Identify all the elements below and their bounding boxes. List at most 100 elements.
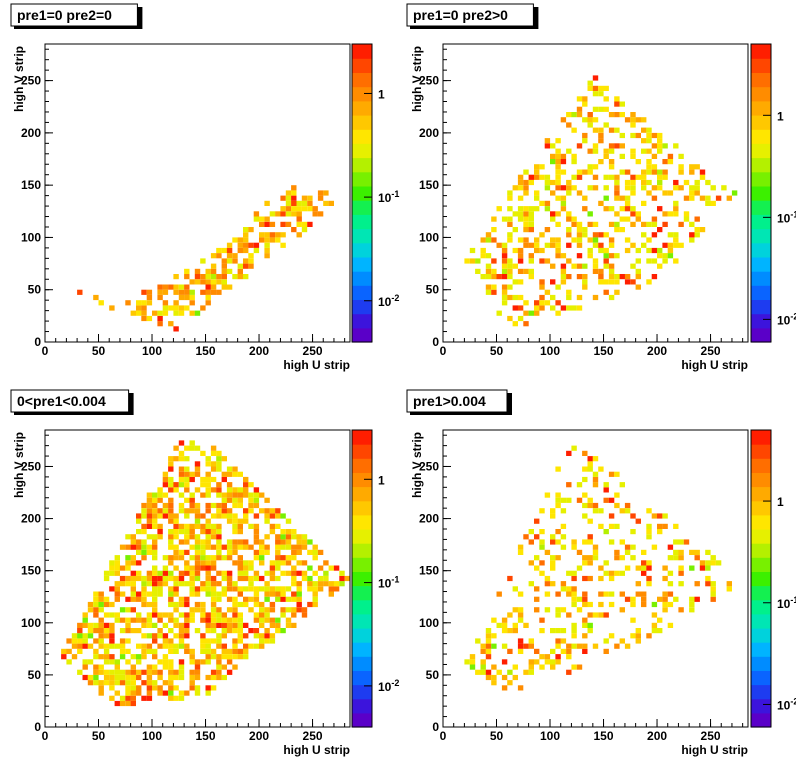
heatmap-cell	[603, 195, 609, 201]
heatmap-cell	[587, 622, 593, 628]
heatmap-cell	[269, 591, 276, 597]
heatmap-cell	[576, 169, 583, 175]
heatmap-cell	[317, 190, 324, 196]
heatmap-cell	[517, 544, 524, 550]
heatmap-cell	[285, 617, 292, 623]
heatmap-cell	[168, 695, 174, 701]
heatmap-cell	[635, 258, 641, 264]
heatmap-cell	[178, 294, 185, 301]
heatmap-cell	[253, 586, 260, 592]
heatmap-cell	[507, 294, 513, 301]
heatmap-cell	[109, 305, 115, 311]
heatmap-cell	[216, 669, 222, 675]
heatmap-cell	[662, 211, 668, 217]
heatmap-cell	[635, 518, 641, 524]
heatmap-cell	[507, 669, 513, 675]
heatmap-cell	[114, 700, 120, 707]
heatmap-cell	[576, 565, 583, 571]
heatmap-cell	[721, 185, 727, 191]
heatmap-cell	[253, 601, 260, 608]
heatmap-cell	[237, 497, 243, 503]
heatmap-cell	[93, 601, 99, 608]
heatmap-cell	[226, 617, 233, 623]
heatmap-cell	[592, 242, 599, 248]
heatmap-cell	[280, 596, 286, 602]
heatmap-cell	[226, 247, 233, 254]
heatmap-cell	[576, 643, 583, 649]
heatmap-cell	[210, 513, 217, 519]
heatmap-cell	[232, 529, 238, 535]
heatmap-cell	[173, 310, 179, 316]
heatmap-cell	[592, 643, 599, 649]
heatmap-cell	[651, 247, 658, 254]
heatmap-cell	[77, 633, 83, 639]
heatmap-cell	[603, 148, 609, 154]
heatmap-cell	[678, 539, 684, 545]
heatmap-cell	[544, 138, 551, 144]
heatmap-cell	[291, 544, 297, 550]
heatmap-cell	[523, 221, 529, 227]
heatmap-cell	[125, 560, 131, 566]
heatmap-cell	[248, 497, 254, 503]
heatmap-cell	[662, 253, 668, 259]
heatmap-cell	[141, 601, 147, 608]
color-scale-segment	[352, 72, 372, 88]
heatmap-cell	[146, 497, 153, 503]
heatmap-cell	[87, 607, 94, 613]
heatmap-cell	[651, 628, 658, 634]
heatmap-cell	[571, 643, 577, 649]
heatmap-cell	[296, 539, 302, 545]
heatmap-cell	[205, 628, 211, 634]
heatmap-cell	[194, 461, 201, 467]
heatmap-cell	[598, 274, 604, 280]
heatmap-cell	[624, 179, 631, 186]
heatmap-cell	[619, 482, 625, 488]
z-tick-label: 10-1	[777, 209, 796, 225]
heatmap-cell	[339, 581, 345, 587]
heatmap-cell	[646, 132, 652, 139]
heatmap-cell	[205, 565, 211, 571]
heatmap-cell	[243, 518, 249, 524]
heatmap-cell	[243, 560, 249, 566]
heatmap-cell	[205, 518, 211, 524]
heatmap-cell	[560, 508, 567, 514]
color-scale-segment	[751, 698, 771, 714]
color-scale-segment	[352, 444, 372, 459]
heatmap-cell	[485, 289, 492, 295]
heatmap-cell	[501, 247, 508, 254]
heatmap-cell	[635, 565, 641, 571]
heatmap-cell	[146, 508, 153, 514]
heatmap-cell	[210, 654, 217, 660]
heatmap-cell	[178, 476, 185, 483]
heatmap-cell	[608, 263, 615, 269]
heatmap-cell	[216, 659, 222, 665]
heatmap-cell	[141, 596, 147, 602]
heatmap-cell	[243, 227, 249, 233]
heatmap-cell	[162, 664, 169, 670]
heatmap-cell	[296, 216, 302, 222]
heatmap-cell	[624, 206, 631, 212]
heatmap-cell	[141, 289, 147, 295]
color-scale-segment	[751, 656, 771, 671]
heatmap-cell	[152, 310, 158, 316]
x-tick-label: 150	[196, 344, 216, 358]
heatmap-cell	[550, 216, 556, 222]
heatmap-cell	[517, 237, 524, 243]
heatmap-cell	[501, 258, 508, 264]
heatmap-cell	[517, 305, 524, 311]
heatmap-cell	[694, 164, 700, 170]
heatmap-cell	[571, 153, 577, 159]
heatmap-cell	[614, 289, 620, 295]
heatmap-cell	[491, 258, 497, 264]
y-tick-label: 50	[28, 283, 42, 297]
heatmap-cell	[259, 508, 265, 514]
heatmap-cell	[173, 326, 179, 332]
heatmap-cell	[480, 664, 486, 670]
heatmap-cell	[146, 591, 153, 597]
heatmap-cell	[269, 617, 276, 623]
heatmap-cell	[592, 164, 599, 170]
heatmap-cell	[253, 643, 260, 649]
heatmap-cell	[259, 622, 265, 628]
heatmap-cell	[232, 628, 238, 634]
heatmap-cell	[523, 185, 529, 191]
